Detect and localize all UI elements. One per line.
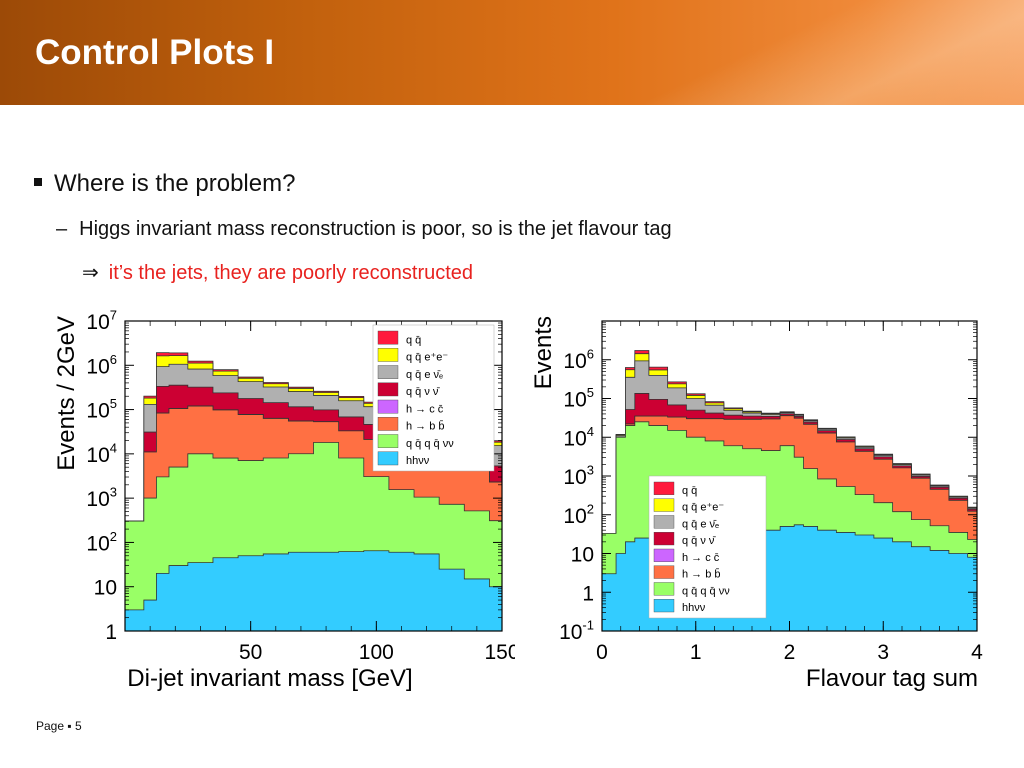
legend-label-hcc: h → c c̄ (406, 403, 444, 415)
legend: q q̄ q q̄ e⁺e⁻ q q̄ e ν̄ₑ q q̄ ν ν̄ h → c c̄… (372, 324, 495, 472)
legend-swatch-qqee (377, 348, 399, 362)
x-tick-label: 0 (596, 641, 608, 664)
y-tick-label: 103 (86, 485, 117, 511)
legend-swatch-qqqqvv (653, 582, 675, 596)
legend-label-qqee: q q̄ e⁺e⁻ (682, 502, 724, 514)
y-axis-title: Events (530, 316, 557, 389)
y-tick-label: 107 (86, 308, 117, 334)
series-edge-qqqqvv (125, 442, 502, 522)
series-edge-hhvv (125, 550, 502, 611)
y-tick-label: 10-1 (559, 618, 594, 644)
legend-swatch-qqvv (377, 382, 399, 397)
x-tick-label: 3 (877, 641, 889, 664)
y-tick-label: 1 (105, 621, 117, 644)
legend-swatch-qqvv (653, 532, 675, 546)
y-tick-label: 1 (582, 582, 594, 605)
legend-label-hbb: h → b b̄ (406, 420, 445, 433)
bullet-text-question: Where is the problem? (54, 170, 296, 197)
bullet-level1: Where is the problem? (34, 170, 295, 198)
legend: q q̄ q q̄ e⁺e⁻ q q̄ e ν̄ₑ q q̄ ν ν̄ h → c c̄… (648, 475, 767, 619)
y-tick-label: 105 (86, 396, 117, 422)
implies-arrow-icon: ⇒ (82, 262, 99, 284)
legend-label-qqvv: q q̄ ν ν̄ (406, 386, 440, 398)
x-tick-label: 1 (690, 641, 702, 664)
legend-swatch-hhvv (377, 451, 399, 466)
y-tick-label: 103 (563, 463, 594, 489)
legend-label-hhvv: hhνν (406, 455, 430, 467)
legend-swatch-hcc (653, 548, 675, 562)
x-tick-label: 100 (359, 641, 394, 664)
bullet-dash: – (56, 218, 68, 240)
y-tick-label: 104 (86, 440, 117, 466)
legend-swatch-qqev (377, 365, 399, 379)
y-tick-label: 10 (571, 544, 594, 567)
legend-label-qqee: q q̄ e⁺e⁻ (406, 352, 448, 364)
bullet-level2: – Higgs invariant mass reconstruction is … (56, 218, 672, 241)
dijet-mass-plot: 1 10 102 103 104 105 106 107 50 100 150 Di-jet inva… (53, 308, 515, 692)
legend-label-hhvv: hhνν (682, 602, 706, 614)
legend-label-qqvv: q q̄ ν ν̄ (682, 535, 716, 547)
y-tick-label: 102 (563, 501, 594, 527)
series-edge-hbb (602, 415, 977, 534)
legend-swatch-qqev (653, 515, 675, 529)
legend-label-hbb: h → b b̄ (682, 568, 721, 581)
y-tick-label: 106 (563, 346, 594, 372)
page-title: Control Plots I (35, 33, 275, 72)
x-tick-label: 150 (484, 641, 515, 664)
legend-swatch-hbb (653, 565, 675, 579)
legend-swatch-qq (377, 330, 399, 345)
legend-label-qqqqvv: q q̄ q q̄ νν (406, 438, 454, 450)
x-axis-title: Flavour tag sum (806, 665, 978, 692)
legend-label-qq: q q̄ (406, 334, 421, 346)
y-tick-label: 105 (563, 385, 594, 411)
plot-frame (124, 320, 503, 632)
legend-swatch-qqee (653, 498, 675, 512)
series-area-hhvv (125, 550, 502, 631)
legend-label-qqqqvv: q q̄ q q̄ νν (682, 585, 730, 597)
y-tick-label: 10 (94, 577, 117, 600)
legend-swatch-hcc (377, 399, 399, 414)
bullet-level3: ⇒ it’s the jets, they are poorly reconstr… (82, 260, 473, 285)
legend-label-qq: q q̄ (682, 485, 697, 497)
legend-swatch-hhvv (653, 599, 675, 613)
x-tick-label: 50 (239, 641, 262, 664)
x-axis-title: Di-jet invariant mass [GeV] (127, 665, 412, 692)
series-edge-qqqqvv (602, 421, 977, 540)
page-footer: Page ▪ 5 (36, 719, 82, 733)
title-bar-decoration (604, 0, 1024, 105)
y-tick-label: 102 (86, 529, 117, 555)
legend-swatch-qqqqvv (377, 434, 399, 448)
y-tick-label: 106 (86, 352, 117, 378)
legend-swatch-hbb (377, 417, 399, 431)
bullet-text-conclusion: it’s the jets, they are poorly reconstru… (108, 262, 474, 284)
bullet-square-icon (34, 178, 42, 186)
x-tick-label: 2 (784, 641, 796, 664)
title-bar: Control Plots I (0, 0, 1024, 105)
legend-label-qqev: q q̄ e ν̄ₑ (682, 518, 719, 530)
bullet-text-higgs: Higgs invariant mass reconstruction is p… (79, 218, 672, 240)
y-axis-title: Events / 2GeV (53, 316, 80, 471)
legend-label-hcc: h → c c̄ (682, 552, 720, 564)
legend-swatch-qq (653, 481, 675, 495)
legend-label-qqev: q q̄ e ν̄ₑ (406, 369, 443, 381)
series-edge-hhvv (602, 524, 977, 575)
y-tick-label: 104 (563, 424, 594, 450)
x-tick-label: 4 (971, 641, 983, 664)
